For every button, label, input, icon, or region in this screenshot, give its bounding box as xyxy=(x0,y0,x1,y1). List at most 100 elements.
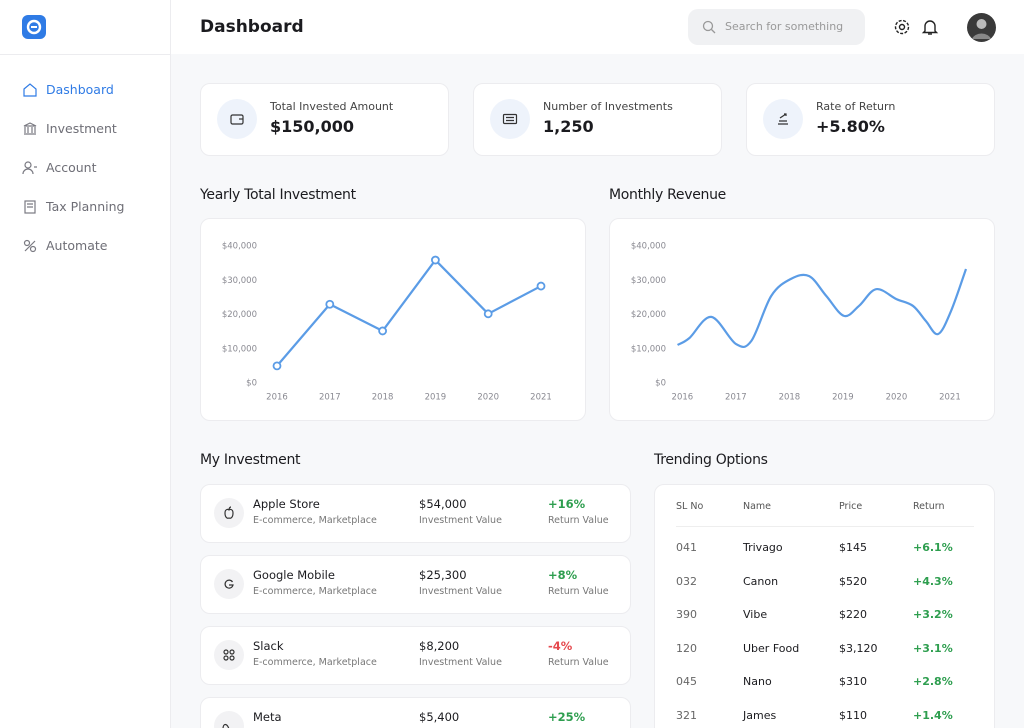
table-cell: 390 xyxy=(676,608,697,621)
chart: $0 $10,000 $20,000 $30,000 $40,000 2016 2017 20… xyxy=(631,242,968,403)
chart-title: Yearly Total Investment xyxy=(200,187,356,203)
table-cell: Vibe xyxy=(743,608,768,621)
divider xyxy=(0,54,170,55)
search-box[interactable]: Search for something xyxy=(688,9,865,45)
column-header: Return xyxy=(913,501,945,512)
table-cell: +4.3% xyxy=(913,574,953,588)
table-cell: Uber Food xyxy=(743,641,800,655)
point xyxy=(378,326,388,336)
investment-name: Meta xyxy=(253,710,282,724)
x-tick-label: 2019 xyxy=(425,393,447,403)
trending-card xyxy=(654,484,995,728)
table-cell: +2.8% xyxy=(913,675,953,688)
stat-value: 1,250 xyxy=(543,117,594,136)
nav-item[interactable]: Dashboard xyxy=(46,82,114,97)
nav-item[interactable]: Investment xyxy=(46,121,117,136)
y-tick-label: $20,000 xyxy=(222,310,257,320)
column-header: Price xyxy=(839,501,863,512)
point xyxy=(536,281,546,291)
y-tick-label: $30,000 xyxy=(222,276,257,286)
investment-name: Slack xyxy=(253,639,284,653)
settings-icon[interactable] xyxy=(893,18,911,36)
y-tick-label: $10,000 xyxy=(631,344,666,354)
header-divider xyxy=(676,526,974,527)
investment-category: E-commerce, Marketplace xyxy=(253,657,377,668)
sidebar xyxy=(0,0,171,728)
nav-icon[interactable] xyxy=(22,199,38,215)
page-title: Dashboard xyxy=(200,17,304,37)
chart-card: $0 $10,000 $20,000 $30,000 $40,000 2016 2017 20… xyxy=(200,218,586,421)
y-tick-label: $40,000 xyxy=(631,242,666,252)
notification-icon[interactable] xyxy=(921,18,939,36)
x-tick-label: 2020 xyxy=(477,393,499,403)
avatar[interactable] xyxy=(967,13,996,42)
stat-card xyxy=(200,83,449,156)
nav-icon[interactable] xyxy=(22,238,38,254)
table-cell: 045 xyxy=(676,675,697,688)
stat-label: Number of Investments xyxy=(543,100,673,113)
investment-return: -4% xyxy=(548,639,573,653)
investment-value: $25,300 xyxy=(419,568,467,582)
point xyxy=(430,255,440,265)
nav-item[interactable]: Account xyxy=(46,160,97,175)
section-title: Trending Options xyxy=(654,452,768,468)
point xyxy=(483,309,493,319)
line xyxy=(276,258,542,367)
table-cell: Canon xyxy=(743,574,779,588)
stat-icon xyxy=(217,99,257,139)
nav-item[interactable]: Tax Planning xyxy=(46,199,125,214)
nav-icon[interactable] xyxy=(22,82,38,98)
point xyxy=(325,299,335,309)
y-tick-label: $10,000 xyxy=(222,344,257,354)
investment-return: +25% xyxy=(548,710,586,724)
return-caption: Return Value xyxy=(548,586,609,597)
investment-value: $5,400 xyxy=(419,710,460,724)
investment-name: Google Mobile xyxy=(253,568,335,582)
table-cell: James xyxy=(743,708,777,722)
nav-item[interactable]: Automate xyxy=(46,238,108,253)
x-tick-label: 2021 xyxy=(530,393,552,403)
table-cell: +3.2% xyxy=(913,608,953,621)
table-cell: 321 xyxy=(676,708,697,722)
investment-icon xyxy=(214,640,244,670)
x-tick-label: 2020 xyxy=(886,393,908,403)
x-tick-label: 2016 xyxy=(266,393,288,403)
search-placeholder: Search for something xyxy=(725,20,844,33)
nav-icon[interactable] xyxy=(22,160,38,176)
y-tick-label: $40,000 xyxy=(222,242,257,252)
investment-card xyxy=(200,555,631,614)
x-tick-label: 2021 xyxy=(939,393,961,403)
y-tick-label: $0 xyxy=(655,379,666,389)
column-header: SL No xyxy=(676,501,704,512)
logo[interactable] xyxy=(22,15,46,39)
investment-return: +8% xyxy=(548,568,578,582)
chart-title: Monthly Revenue xyxy=(609,187,726,203)
table-cell: +1.4% xyxy=(913,708,953,722)
table-cell: $110 xyxy=(839,708,867,722)
x-tick-label: 2018 xyxy=(779,393,801,403)
table-cell: $310 xyxy=(839,675,867,688)
table-cell: 120 xyxy=(676,641,697,655)
table-cell: $3,120 xyxy=(839,641,878,655)
stat-label: Total Invested Amount xyxy=(270,100,394,113)
return-caption: Return Value xyxy=(548,657,609,668)
x-tick-label: 2017 xyxy=(319,393,341,403)
table-cell: $145 xyxy=(839,541,867,554)
investment-return: +16% xyxy=(548,497,586,511)
investment-icon xyxy=(214,711,244,728)
y-tick-label: $20,000 xyxy=(631,310,666,320)
table-cell: +6.1% xyxy=(913,541,953,554)
x-tick-label: 2018 xyxy=(372,393,394,403)
investment-category: E-commerce, Marketplace xyxy=(253,515,377,526)
table-cell: 032 xyxy=(676,574,697,588)
table-cell: $220 xyxy=(839,608,867,621)
section-title: My Investment xyxy=(200,452,301,468)
investment-value: $54,000 xyxy=(419,497,467,511)
nav-icon[interactable] xyxy=(22,121,38,137)
x-tick-label: 2019 xyxy=(832,393,854,403)
table-cell: Nano xyxy=(743,675,772,688)
investment-icon xyxy=(214,498,244,528)
stat-icon xyxy=(490,99,530,139)
y-tick-label: $30,000 xyxy=(631,276,666,286)
